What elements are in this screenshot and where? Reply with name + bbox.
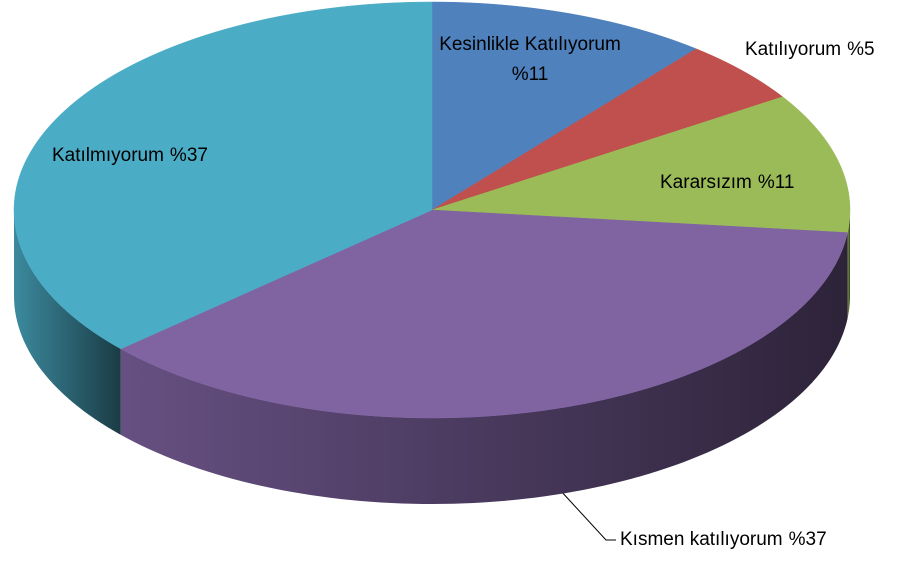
slice	[431, 96, 851, 233]
slice-side	[120, 232, 848, 504]
slice-side	[14, 210, 121, 435]
category-label: Kesinlikle Katılıyorum	[439, 34, 621, 55]
value-label: %11	[512, 64, 549, 85]
data-label: Katılmıyorum %37	[52, 145, 208, 166]
slice-side	[847, 210, 850, 319]
category-label: Kısmen katılıyorum	[620, 529, 783, 550]
category-label: Katılıyorum	[745, 39, 841, 60]
data-label: Kesinlikle Katılıyorum %11	[439, 34, 621, 85]
value-label: %5	[847, 39, 874, 60]
leader-line	[559, 489, 616, 541]
data-label: Kısmen katılıyorum %37	[620, 529, 827, 550]
value-label: %11	[758, 172, 795, 193]
data-label: Kararsızım %11	[660, 172, 794, 193]
slice	[120, 209, 848, 419]
value-label: %37	[170, 145, 208, 166]
category-label: Katılmıyorum	[52, 145, 164, 166]
slice	[431, 1, 697, 211]
category-label: Kararsızım	[660, 172, 752, 193]
slice	[13, 1, 433, 350]
pie-tops	[13, 1, 851, 419]
pie-sides	[14, 210, 850, 504]
data-label: Katılıyorum %5	[745, 39, 875, 60]
slice	[431, 48, 784, 211]
value-label: %37	[789, 529, 827, 550]
